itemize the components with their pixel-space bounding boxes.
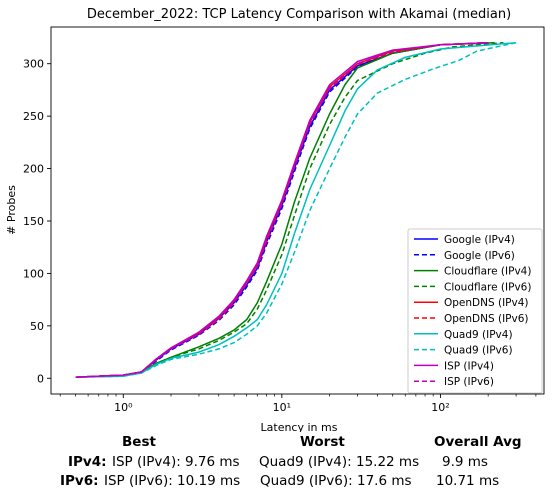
chart-title: December_2022: TCP Latency Comparison wi…	[87, 7, 511, 22]
summary-row-ipv6-worst: Quad9 (IPv6): 17.6 ms	[260, 473, 412, 489]
legend-label: Google (IPv6)	[444, 250, 515, 262]
legend-label: Cloudflare (IPv4)	[444, 266, 531, 278]
series-line	[75, 41, 504, 378]
legend: Google (IPv4) Google (IPv6) Cloudflare (IP…	[407, 228, 543, 394]
x-tick-label: 10²	[431, 401, 449, 414]
legend-label: Quad9 (IPv6)	[444, 345, 513, 357]
y-tick-label: 150	[23, 215, 44, 228]
plot-frame	[50, 26, 545, 395]
summary-row-ipv4-label: IPv4:	[68, 454, 107, 470]
summary-row-ipv6-best: ISP (IPv6): 10.19 ms	[104, 473, 241, 489]
legend-label: ISP (IPv6)	[444, 376, 494, 388]
series-line	[75, 41, 517, 378]
summary-table: Best Worst Overall Avg IPv4: ISP (IPv4):…	[0, 432, 555, 494]
y-tick-label: 250	[23, 110, 44, 123]
summary-header-best: Best	[122, 434, 156, 450]
series-line	[75, 41, 489, 378]
y-tick-label: 100	[23, 267, 44, 280]
y-tick-label: 50	[30, 320, 44, 333]
x-axis-label: Latency in ms	[261, 421, 338, 432]
x-tick-label: 10¹	[273, 401, 291, 414]
series-line	[75, 41, 517, 378]
legend-label: Google (IPv4)	[444, 234, 515, 246]
summary-header-worst: Worst	[300, 434, 345, 450]
x-tick-label: 10⁰	[114, 401, 133, 414]
legend-label: Quad9 (IPv4)	[444, 329, 513, 341]
series-line	[75, 41, 489, 378]
series-line	[75, 41, 489, 378]
summary-row-ipv6-avg: 10.71 ms	[436, 473, 500, 489]
axes-layer: 0 50 100 150 200 250 300 10⁰ 10¹ 10²	[23, 58, 537, 414]
legend-box	[407, 228, 543, 394]
legend-label: OpenDNS (IPv6)	[444, 313, 529, 325]
summary-row-ipv4-best: ISP (IPv4): 9.76 ms	[112, 454, 240, 470]
legend-label: ISP (IPv4)	[444, 360, 494, 372]
y-tick-label: 0	[37, 372, 44, 385]
series-layer	[75, 41, 517, 378]
latency-chart: December_2022: TCP Latency Comparison wi…	[5, 7, 545, 432]
y-tick-label: 300	[23, 58, 44, 71]
legend-label: OpenDNS (IPv4)	[444, 297, 529, 309]
y-axis-label: # Probes	[5, 185, 18, 235]
summary-row-ipv4-avg: 9.9 ms	[442, 454, 488, 470]
summary-row-ipv4-worst: Quad9 (IPv4): 15.22 ms	[259, 454, 420, 470]
y-tick-label: 200	[23, 163, 44, 176]
summary-header-avg: Overall Avg	[434, 434, 522, 450]
legend-label: Cloudflare (IPv6)	[444, 281, 531, 293]
summary-row-ipv6-label: IPv6:	[60, 473, 99, 489]
series-line	[75, 41, 495, 378]
